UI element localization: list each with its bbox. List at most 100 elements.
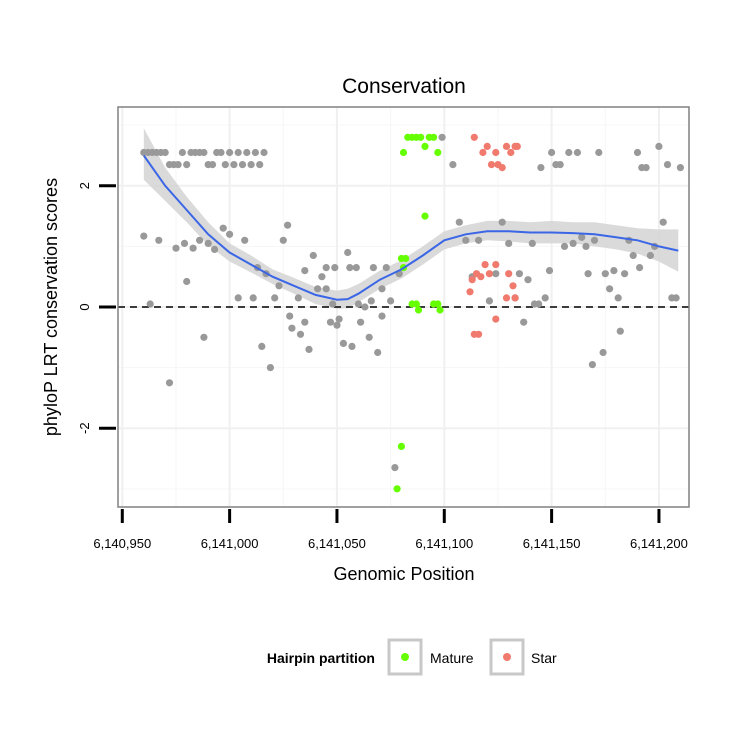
data-point-other: [266, 364, 274, 372]
data-point-other: [286, 312, 294, 320]
data-point-other: [204, 239, 212, 247]
series-star: [466, 133, 521, 338]
data-point-star: [511, 294, 519, 302]
data-point-other: [155, 236, 163, 244]
data-point-other: [322, 264, 330, 272]
data-point-other: [582, 242, 590, 250]
data-point-other: [528, 239, 536, 247]
data-point-other: [614, 294, 622, 302]
data-point-other: [352, 264, 360, 272]
data-point-star: [479, 148, 487, 157]
data-point-other: [391, 464, 399, 472]
data-point-other: [172, 244, 180, 252]
data-point-other: [361, 303, 369, 311]
data-point-other: [365, 333, 373, 341]
data-point-other: [296, 330, 305, 338]
data-point-other: [455, 218, 463, 226]
data-point-other: [301, 267, 309, 275]
data-point-other: [616, 327, 624, 335]
data-point-other: [354, 300, 362, 308]
data-point-other: [382, 264, 390, 272]
y-tick-label: -2: [77, 422, 92, 434]
data-point-other: [180, 239, 189, 247]
data-point-other: [569, 239, 577, 247]
data-point-other: [524, 276, 532, 284]
data-point-other: [369, 264, 377, 272]
data-point-other: [655, 142, 663, 150]
data-point-other: [498, 218, 506, 226]
data-point-other: [636, 264, 644, 272]
data-point-other: [301, 318, 309, 326]
x-tick-label: 6,141,050: [308, 536, 366, 551]
data-point-star: [502, 294, 511, 302]
legend-key-dot-mature: [401, 653, 409, 661]
data-point-other: [322, 285, 330, 293]
smooth-line-layer: [142, 154, 679, 301]
data-point-other: [595, 148, 603, 157]
data-point-other: [344, 248, 352, 257]
data-point-other: [578, 233, 586, 241]
data-point-other: [629, 251, 637, 260]
data-point-other: [174, 161, 182, 169]
data-point-other: [438, 133, 446, 141]
legend: Hairpin partition Mature Star: [267, 638, 557, 676]
data-point-other: [196, 236, 204, 244]
data-point-other: [556, 161, 564, 169]
x-tick-label: 6,141,100: [415, 536, 473, 551]
data-point-other: [537, 164, 545, 172]
data-point-other: [251, 148, 259, 157]
x-axis-label: Genomic Position: [333, 564, 474, 584]
data-point-other: [234, 294, 242, 302]
data-point-other: [348, 342, 356, 350]
data-point-other: [234, 148, 242, 157]
smooth-fit-line: [142, 154, 679, 301]
data-point-other: [633, 148, 642, 157]
legend-entry-star: Star: [489, 638, 557, 676]
data-point-other: [288, 324, 296, 332]
data-point-other: [161, 148, 169, 157]
data-point-other: [309, 251, 317, 260]
data-point-other: [535, 300, 543, 308]
data-point-other: [333, 321, 341, 329]
data-point-other: [294, 294, 302, 302]
data-point-mature: [402, 254, 410, 263]
data-point-other: [599, 348, 607, 357]
y-tick-label: 0: [77, 303, 92, 310]
data-point-star: [492, 148, 500, 157]
data-point-mature: [417, 133, 425, 141]
legend-label-mature: Mature: [430, 650, 474, 666]
data-point-star: [492, 261, 500, 269]
data-point-other: [449, 161, 457, 169]
legend-key-dot-star: [503, 653, 511, 661]
x-tick-label: 6,141,200: [630, 536, 688, 551]
data-point-other: [314, 285, 322, 293]
y-tick-label: 2: [77, 182, 92, 189]
data-point-other: [485, 297, 493, 305]
data-point-other: [492, 270, 500, 278]
data-point-other: [676, 164, 685, 172]
data-point-star: [481, 261, 489, 269]
data-point-mature: [430, 133, 438, 141]
data-point-other: [140, 232, 148, 240]
data-point-star: [507, 148, 515, 157]
data-point-other: [219, 224, 227, 232]
data-point-star: [513, 142, 521, 150]
data-point-other: [208, 161, 217, 169]
data-point-star: [483, 142, 491, 150]
data-point-other: [520, 318, 528, 326]
data-point-other: [200, 148, 208, 157]
series-mature: [393, 133, 444, 493]
data-point-other: [560, 242, 569, 250]
data-point-other: [238, 161, 247, 169]
data-point-mature: [399, 148, 408, 157]
data-point-other: [243, 148, 251, 157]
data-point-star: [466, 288, 474, 296]
data-point-star: [475, 330, 483, 338]
data-point-other: [548, 148, 556, 157]
data-point-mature: [421, 212, 429, 220]
data-point-mature: [397, 442, 405, 450]
data-point-other: [335, 315, 343, 323]
data-point-star: [470, 133, 478, 141]
